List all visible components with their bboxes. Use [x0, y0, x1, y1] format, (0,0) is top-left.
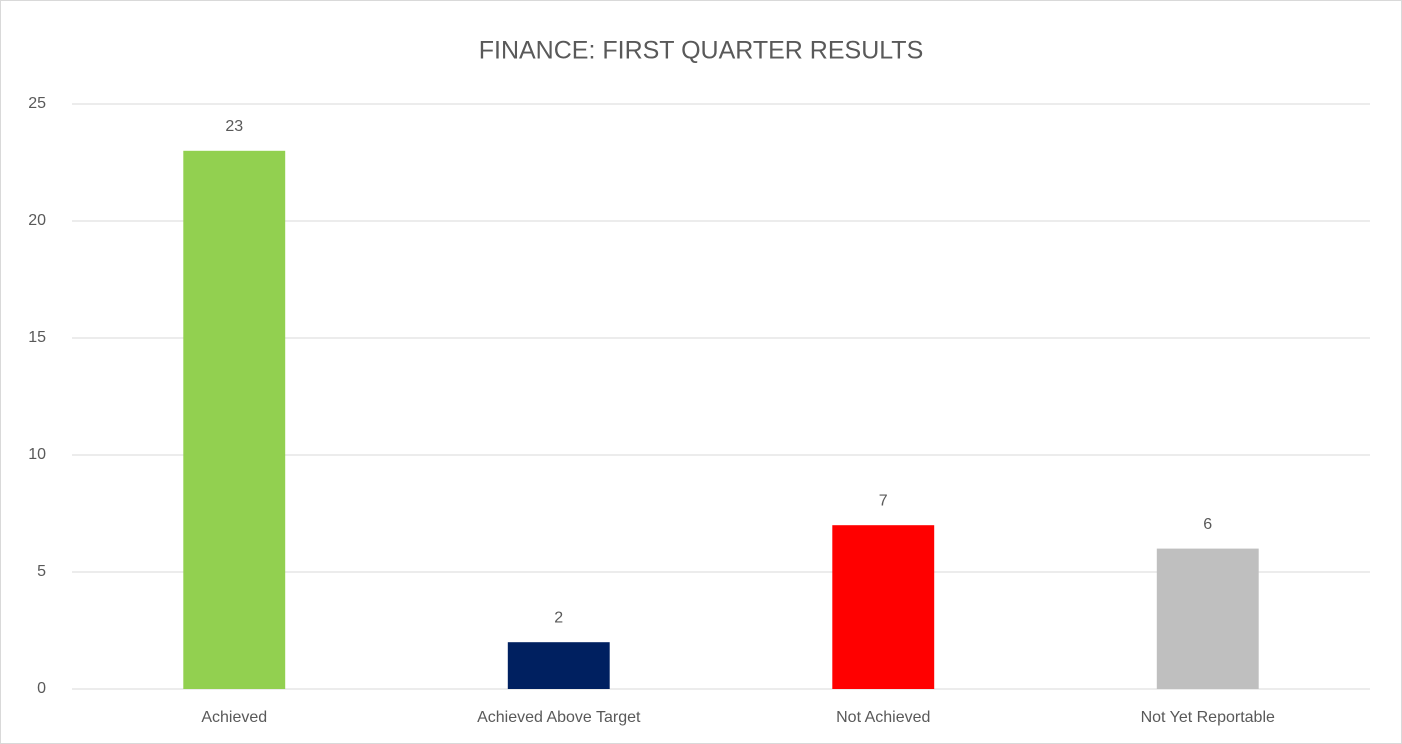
- data-label: 7: [879, 492, 888, 509]
- y-tick-label: 25: [28, 95, 46, 112]
- x-tick-label: Not Yet Reportable: [1141, 709, 1275, 726]
- data-label: 6: [1203, 516, 1212, 533]
- y-tick-label: 15: [28, 329, 46, 346]
- y-tick-label: 10: [28, 446, 46, 463]
- chart-title: FINANCE: FIRST QUARTER RESULTS: [479, 37, 924, 65]
- bar: [832, 525, 935, 689]
- data-label: 23: [225, 118, 243, 135]
- bar: [183, 150, 286, 690]
- y-tick-label: 5: [37, 563, 46, 580]
- x-tick-label: Achieved Above Target: [477, 709, 641, 726]
- bar: [1156, 548, 1259, 689]
- y-tick-label: 0: [37, 680, 46, 697]
- x-tick-label: Not Achieved: [836, 709, 930, 726]
- bar: [507, 642, 610, 689]
- data-label: 2: [554, 609, 563, 626]
- x-tick-label: Achieved: [201, 709, 267, 726]
- y-tick-label: 20: [28, 212, 46, 229]
